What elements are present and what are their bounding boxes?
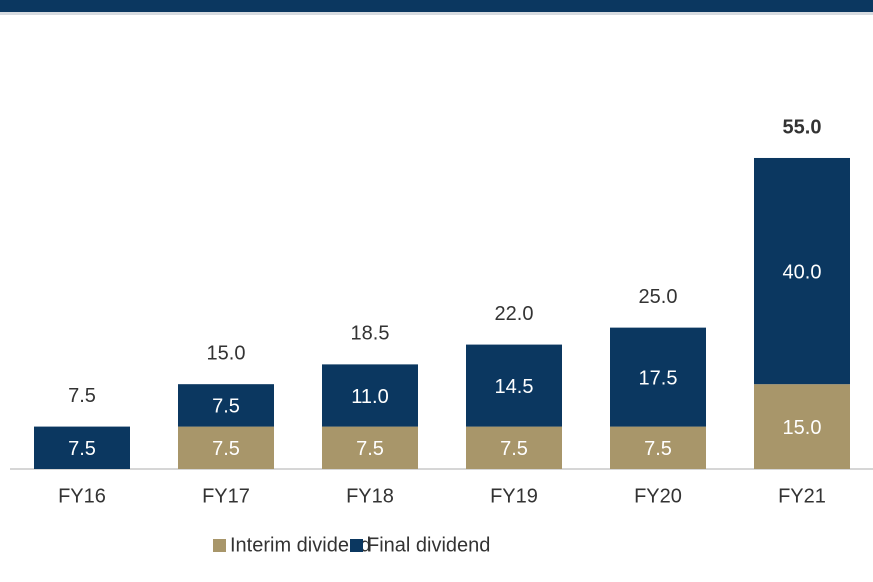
segment-label: 11.0: [351, 386, 388, 408]
segment-label: 7.5: [644, 438, 672, 460]
bar-segment: [178, 426, 274, 469]
total-label: 18.5: [351, 323, 390, 345]
x-tick-label: FY16: [58, 485, 106, 507]
legend-label: Final dividend: [367, 534, 490, 556]
segment-label: 14.5: [495, 376, 534, 398]
x-tick-label: FY17: [202, 485, 250, 507]
legend-label: Interim dividend: [230, 534, 371, 556]
header-band: [0, 0, 873, 12]
legend-swatch: [213, 539, 226, 552]
bar-segment: [610, 426, 706, 469]
x-tick-label: FY18: [346, 485, 394, 507]
segment-label: 15.0: [783, 417, 822, 439]
total-label: 55.0: [783, 116, 822, 138]
segment-label: 7.5: [356, 438, 384, 460]
x-tick-label: FY20: [634, 485, 682, 507]
bar-segment: [322, 364, 418, 427]
bar-segment: [610, 327, 706, 427]
legend-swatch: [350, 539, 363, 552]
segment-label: 17.5: [639, 367, 678, 389]
total-label: 15.0: [207, 342, 246, 364]
header-shadow: [0, 12, 873, 15]
bar-segment: [178, 384, 274, 427]
x-tick-label: FY21: [778, 485, 826, 507]
bar-segment: [754, 384, 850, 469]
bar-segment: [322, 426, 418, 469]
x-tick-label: FY19: [490, 485, 538, 507]
segment-label: 7.5: [212, 396, 240, 418]
bar-segment: [466, 344, 562, 427]
bar-segment: [466, 426, 562, 469]
total-label: 22.0: [495, 303, 534, 325]
segment-label: 7.5: [500, 438, 528, 460]
segment-label: 40.0: [783, 261, 822, 283]
bar-segment: [34, 426, 130, 469]
segment-label: 7.5: [212, 438, 240, 460]
total-label: 25.0: [639, 286, 678, 308]
bar-segment: [754, 157, 850, 385]
segment-label: 7.5: [68, 438, 96, 460]
total-label: 7.5: [68, 385, 96, 407]
